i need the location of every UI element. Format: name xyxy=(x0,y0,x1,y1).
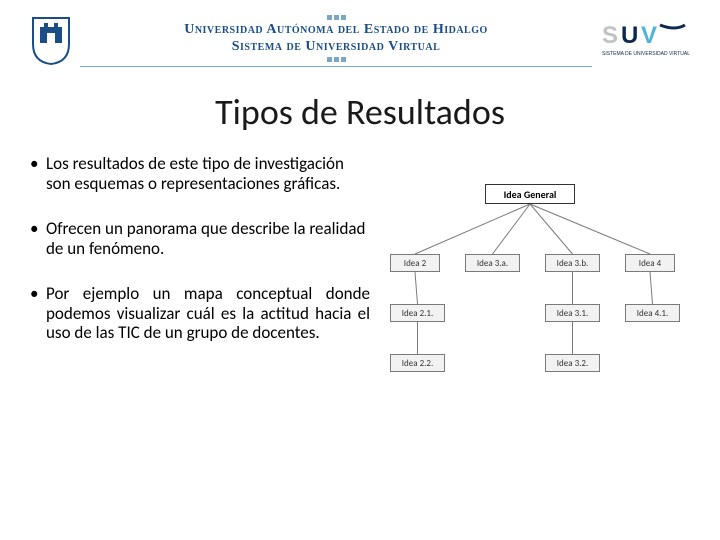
bullet-text: Por ejemplo un mapa conceptual donde pod… xyxy=(46,284,370,343)
body: •Los resultados de este tipo de investig… xyxy=(30,154,690,444)
university-name-bottom: Sistema de Universidad Virtual xyxy=(80,39,592,55)
diagram-node: Idea 2.1. xyxy=(390,304,445,322)
bullet-item: •Por ejemplo un mapa conceptual donde po… xyxy=(30,284,370,343)
diagram-node: Idea 4 xyxy=(625,254,675,272)
bullet-list: •Los resultados de este tipo de investig… xyxy=(30,154,370,444)
header: Universidad Autónoma del Estado de Hidal… xyxy=(30,10,690,70)
svg-text:S: S xyxy=(602,22,618,49)
header-center: Universidad Autónoma del Estado de Hidal… xyxy=(80,13,592,67)
suv-logo-icon: S U V SISTEMA DE UNIVERSIDAD VIRTUAL xyxy=(600,15,690,65)
diagram-node: Idea 2.2. xyxy=(390,354,445,372)
bullet-dot-icon: • xyxy=(30,219,46,258)
header-rule xyxy=(80,66,592,67)
svg-text:V: V xyxy=(641,22,657,49)
bullet-dot-icon: • xyxy=(30,154,46,193)
bullet-dot-icon: • xyxy=(30,284,46,343)
page-title: Tipos de Resultados xyxy=(30,90,690,134)
concept-map-diagram: Idea General Idea 2 Idea 3.a. Idea 3.b. Idea… xyxy=(380,184,690,444)
header-dots-icon xyxy=(80,57,592,62)
bullet-item: •Ofrecen un panorama que describe la rea… xyxy=(30,219,370,258)
university-name-top: Universidad Autónoma del Estado de Hidal… xyxy=(80,22,592,38)
diagram-root-node: Idea General xyxy=(485,184,575,204)
suv-subtext: SISTEMA DE UNIVERSIDAD VIRTUAL xyxy=(602,51,690,57)
diagram-node: Idea 3.a. xyxy=(465,254,520,272)
bullet-item: •Los resultados de este tipo de investig… xyxy=(30,154,370,193)
svg-text:U: U xyxy=(621,22,638,49)
diagram-node: Idea 4.1. xyxy=(625,304,680,322)
bullet-text: Ofrecen un panorama que describe la real… xyxy=(46,219,370,258)
diagram-node: Idea 2 xyxy=(390,254,440,272)
header-dots-icon xyxy=(80,15,592,20)
bullet-text: Los resultados de este tipo de investiga… xyxy=(46,154,370,193)
slide: Universidad Autónoma del Estado de Hidal… xyxy=(0,0,720,540)
diagram-node: Idea 3.1. xyxy=(545,304,600,322)
university-crest-icon xyxy=(30,15,72,65)
diagram-node: Idea 3.b. xyxy=(545,254,600,272)
diagram-node: Idea 3.2. xyxy=(545,354,600,372)
